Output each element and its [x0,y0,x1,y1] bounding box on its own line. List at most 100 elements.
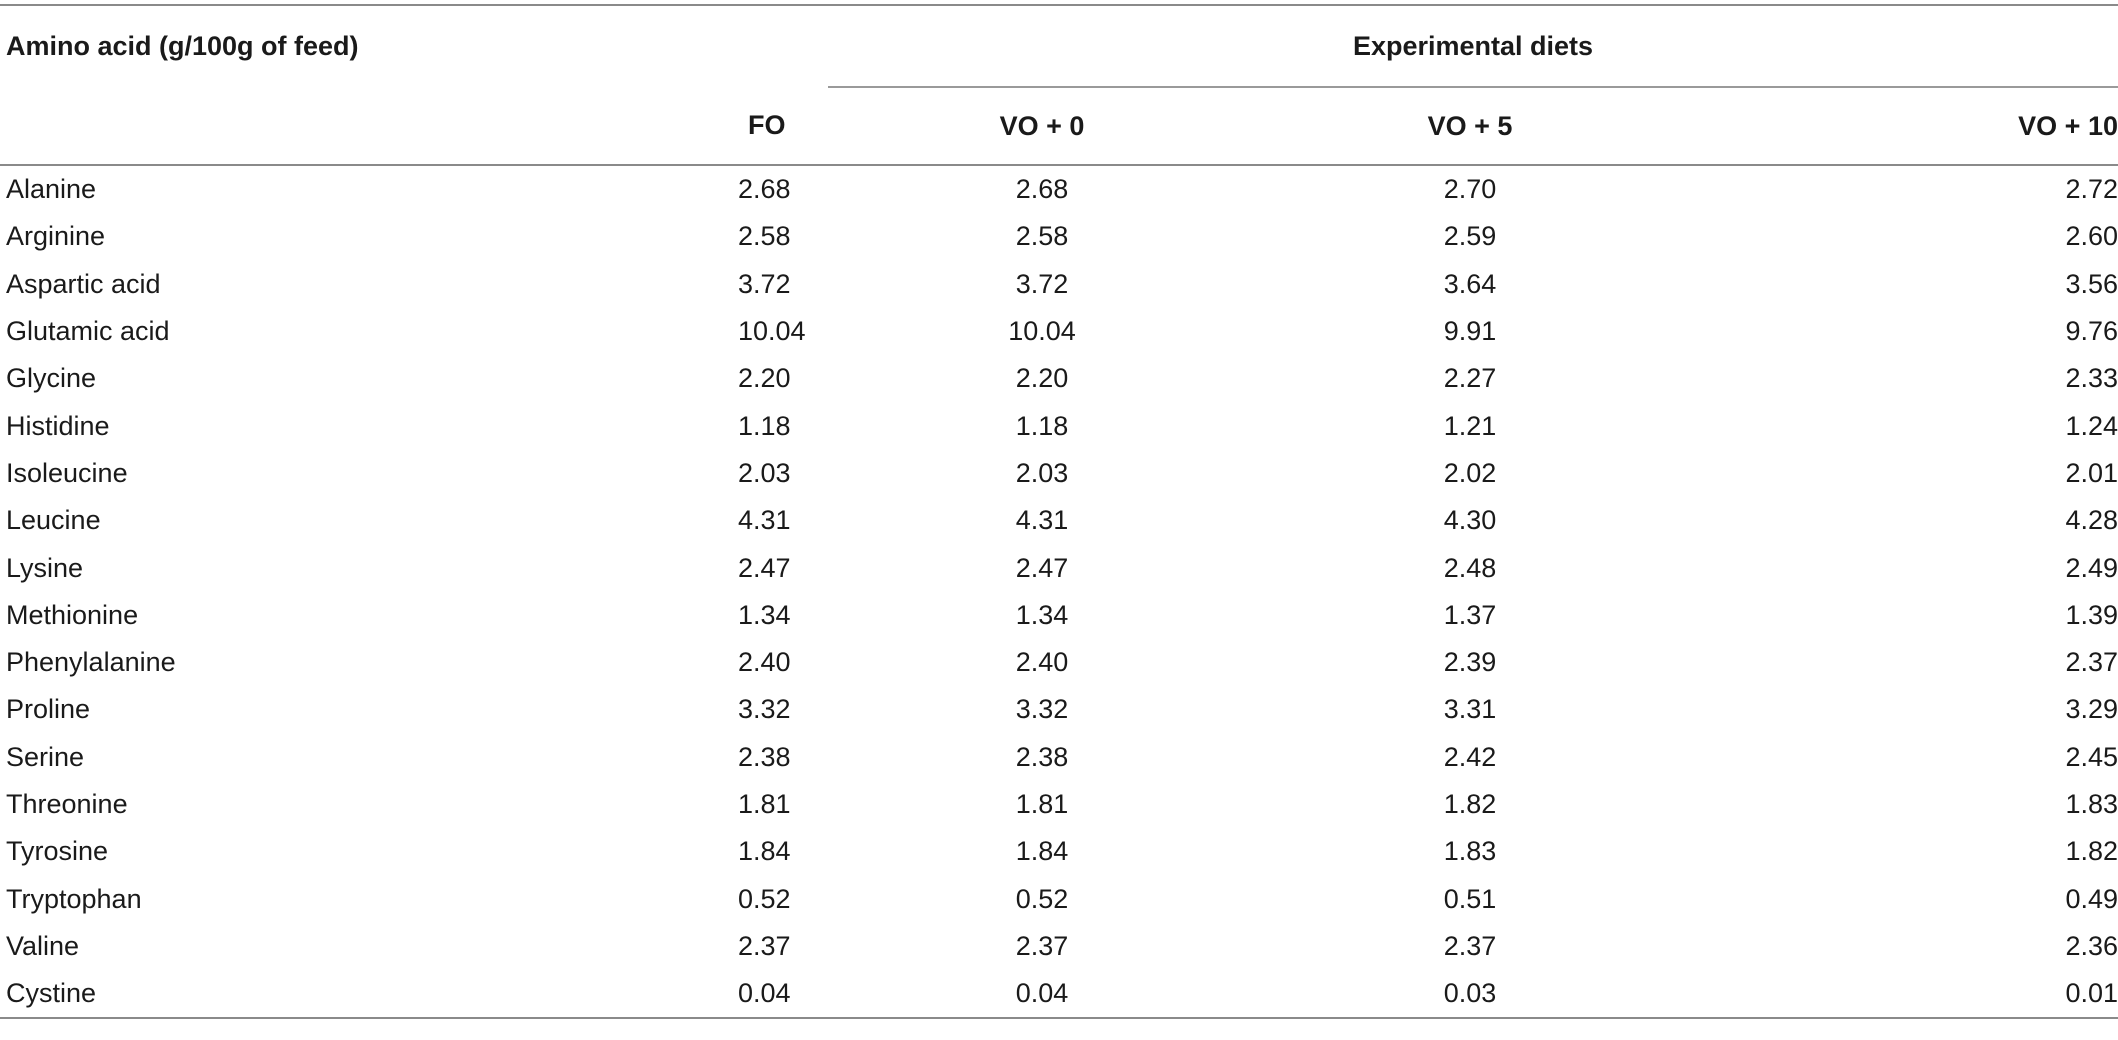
table-row: Methionine 1.34 1.34 1.37 1.39 [0,592,2118,639]
cell-vo5: 1.37 [1443,599,1497,630]
cell-vo0: 3.72 [1015,268,1069,299]
cell-fo: 1.84 [738,836,791,867]
cell-vo5: 0.51 [1443,883,1497,914]
column-header-vo10: VO + 10 [1684,87,2118,166]
cell-vo0: 1.34 [1015,599,1069,630]
row-label: Threonine [6,789,128,819]
row-label: Serine [6,741,85,772]
cell-vo0: 2.58 [1015,221,1069,252]
cell-vo0: 2.68 [1015,174,1069,205]
cell-fo: 10.04 [738,316,806,347]
cell-vo5: 2.02 [1443,457,1497,488]
cell-vo10: 2.49 [2065,552,2118,583]
cell-vo5: 2.42 [1443,741,1497,772]
cell-vo0: 2.03 [1015,457,1069,488]
cell-vo10: 3.56 [2065,268,2118,299]
table-row: Arginine 2.58 2.58 2.59 2.60 [0,213,2118,260]
header-group-row: Amino acid (g/100g of feed) Experimental… [0,4,2118,88]
cell-vo0: 0.52 [1015,883,1069,914]
cell-fo: 1.18 [738,410,791,441]
table-header: Amino acid (g/100g of feed) Experimental… [0,4,2118,166]
column-header-vo0: VO + 0 [828,87,1256,166]
cell-vo5: 2.59 [1443,221,1497,252]
row-label: Tryptophan [6,883,142,914]
table-row: Phenylalanine 2.40 2.40 2.39 2.37 [0,639,2118,686]
group-column-header: Experimental diets [828,4,2118,88]
cell-vo10: 1.39 [2065,599,2118,630]
table-row: Threonine 1.81 1.81 1.82 1.83 [0,781,2118,828]
cell-fo: 3.32 [738,694,791,725]
row-label: Alanine [6,174,97,205]
table-row: Valine 2.37 2.37 2.37 2.36 [0,923,2118,970]
header-spacer [700,4,828,87]
cell-vo10: 3.29 [2065,694,2118,725]
cell-vo5: 4.30 [1443,505,1497,536]
cell-vo5: 3.31 [1443,694,1497,725]
cell-vo10: 1.24 [2065,410,2118,441]
table-row: Aspartic acid 3.72 3.72 3.64 3.56 [0,261,2118,308]
cell-vo5: 1.21 [1443,410,1497,441]
cell-fo: 2.47 [738,552,791,583]
cell-vo5: 3.64 [1443,268,1497,299]
row-label: Valine [6,930,80,961]
cell-vo0: 1.18 [1015,410,1069,441]
cell-fo: 4.31 [738,505,791,536]
cell-vo0: 1.81 [1015,789,1069,819]
cell-fo: 2.58 [738,221,791,252]
cell-vo5: 2.39 [1443,647,1497,678]
column-header-fo: FO [700,87,828,166]
cell-fo: 1.34 [738,599,791,630]
cell-vo0: 3.32 [1015,694,1069,725]
header-column-row: FO VO + 0 VO + 5 VO + 10 [0,87,2118,166]
cell-vo5: 2.37 [1443,930,1497,961]
table-row: Serine 2.38 2.38 2.42 2.45 [0,734,2118,781]
row-label: Arginine [6,221,106,252]
table-row: Histidine 1.18 1.18 1.21 1.24 [0,402,2118,449]
table-row: Tyrosine 1.84 1.84 1.83 1.82 [0,828,2118,875]
cell-vo10: 0.49 [2065,883,2118,914]
cell-vo10: 2.60 [2065,221,2118,252]
row-label: Proline [6,694,91,725]
cell-vo10: 2.45 [2065,741,2118,772]
cell-vo10: 2.01 [2065,457,2118,488]
row-label: Aspartic acid [6,268,161,299]
cell-vo10: 1.82 [2065,836,2118,867]
cell-vo0: 1.84 [1015,836,1069,867]
cell-vo10: 2.33 [2065,363,2118,394]
table-row: Isoleucine 2.03 2.03 2.02 2.01 [0,450,2118,497]
cell-vo0: 2.47 [1015,552,1069,583]
row-label: Glutamic acid [6,316,170,347]
amino-acid-table: Amino acid (g/100g of feed) Experimental… [0,4,2118,1020]
cell-vo0: 4.31 [1015,505,1069,536]
cell-fo: 1.81 [738,789,791,819]
table-row: Leucine 4.31 4.31 4.30 4.28 [0,497,2118,544]
cell-fo: 2.37 [738,930,791,961]
cell-vo10: 4.28 [2065,505,2118,536]
cell-vo0: 2.37 [1015,930,1069,961]
cell-vo10: 1.83 [2065,789,2118,819]
cell-fo: 2.68 [738,174,791,205]
table-row: Tryptophan 0.52 0.52 0.51 0.49 [0,875,2118,922]
table-body: Alanine 2.68 2.68 2.70 2.72 Arginine 2.58 2.58 2… [0,165,2118,1020]
cell-vo10: 2.36 [2065,930,2118,961]
cell-vo5: 2.70 [1443,174,1497,205]
cell-fo: 2.38 [738,741,791,772]
row-label: Leucine [6,505,101,536]
cell-vo5: 0.03 [1256,970,1684,1020]
row-label: Glycine [6,363,97,394]
table-row: Cystine 0.04 0.04 0.03 0.01 [0,970,2118,1020]
row-label: Methionine [6,599,139,630]
cell-fo: 0.04 [700,970,828,1020]
cell-vo0: 2.40 [1015,647,1069,678]
table-row: Glycine 2.20 2.20 2.27 2.33 [0,355,2118,402]
row-label: Lysine [6,552,84,583]
stub-header-blank [0,87,700,166]
cell-vo10: 2.37 [2065,647,2118,678]
row-label: Histidine [6,410,110,441]
cell-vo5: 2.48 [1443,552,1497,583]
cell-vo5: 9.91 [1443,316,1497,347]
cell-vo5: 1.82 [1443,789,1497,819]
column-header-vo5: VO + 5 [1256,87,1684,166]
table-row: Alanine 2.68 2.68 2.70 2.72 [0,165,2118,213]
